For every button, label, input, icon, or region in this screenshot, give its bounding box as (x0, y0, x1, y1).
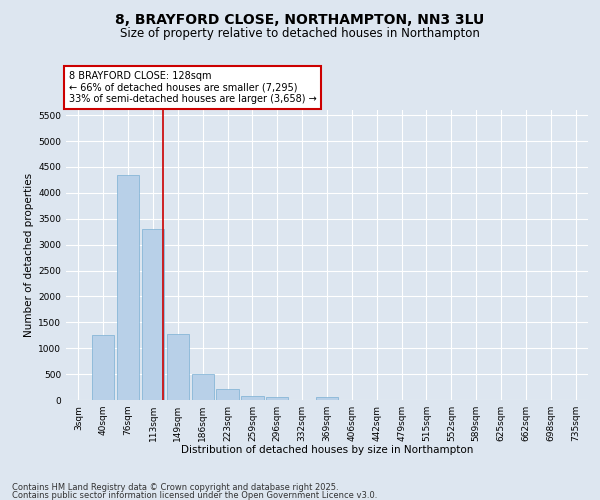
Bar (191, 374, 214, 400)
Text: Size of property relative to detached houses in Northampton: Size of property relative to detached ho… (120, 28, 480, 40)
Bar (117, 174, 139, 400)
X-axis label: Distribution of detached houses by size in Northampton: Distribution of detached houses by size … (181, 446, 473, 456)
Bar (217, 389, 239, 400)
Bar (142, 229, 164, 400)
Bar (167, 334, 189, 400)
Text: Contains HM Land Registry data © Crown copyright and database right 2025.: Contains HM Land Registry data © Crown c… (12, 482, 338, 492)
Text: Contains public sector information licensed under the Open Government Licence v3: Contains public sector information licen… (12, 491, 377, 500)
Y-axis label: Number of detached properties: Number of detached properties (24, 173, 34, 337)
Text: 8 BRAYFORD CLOSE: 128sqm
← 66% of detached houses are smaller (7,295)
33% of sem: 8 BRAYFORD CLOSE: 128sqm ← 66% of detach… (68, 71, 316, 104)
Bar (266, 396, 289, 400)
Bar (316, 396, 338, 400)
Bar (241, 396, 263, 400)
Text: 8, BRAYFORD CLOSE, NORTHAMPTON, NN3 3LU: 8, BRAYFORD CLOSE, NORTHAMPTON, NN3 3LU (115, 12, 485, 26)
Bar (92, 336, 115, 400)
